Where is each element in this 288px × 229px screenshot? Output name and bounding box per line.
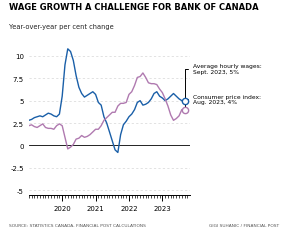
- Text: GIGI SUHANIC / FINANCIAL POST: GIGI SUHANIC / FINANCIAL POST: [209, 223, 279, 227]
- Text: Average hourly wages:
Sept. 2023, 5%: Average hourly wages: Sept. 2023, 5%: [185, 64, 262, 98]
- Text: SOURCE: STATISTICS CANADA, FINANCIAL POST CALCULATIONS: SOURCE: STATISTICS CANADA, FINANCIAL POS…: [9, 223, 145, 227]
- Text: Year-over-year per cent change: Year-over-year per cent change: [9, 24, 113, 30]
- Text: WAGE GROWTH A CHALLENGE FOR BANK OF CANADA: WAGE GROWTH A CHALLENGE FOR BANK OF CANA…: [9, 3, 258, 12]
- Text: Consumer price index:
Aug. 2023, 4%: Consumer price index: Aug. 2023, 4%: [185, 94, 261, 107]
